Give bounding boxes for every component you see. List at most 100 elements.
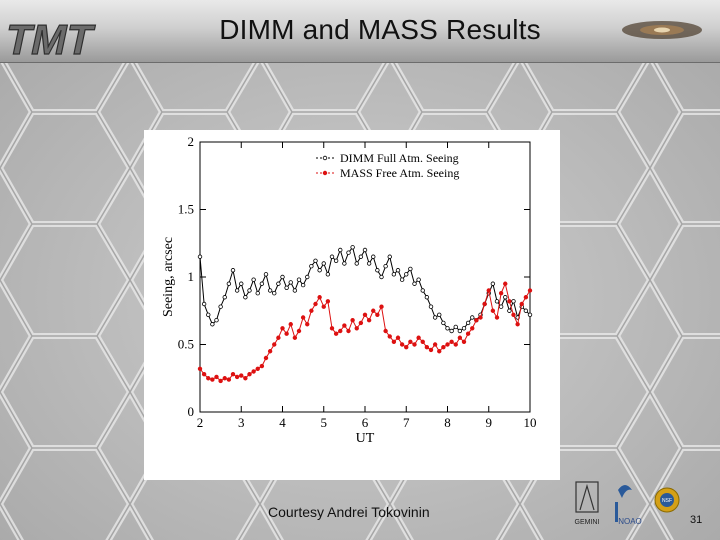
series-0-point-6	[222, 295, 227, 300]
chart-canvas: 2 3 4 5 6 7 8 9 10 0 0.5 1 1.5 2 UT Seeing, arcsec DIMM …	[161, 134, 537, 446]
series-0-point-30	[321, 261, 326, 266]
series-1-point-80	[527, 288, 533, 293]
series-0-point-5	[218, 304, 223, 309]
series-1-point-18	[272, 342, 277, 347]
series-1-point-7	[226, 377, 232, 382]
legend-label-1: MASS Free Atm. Seeing	[340, 166, 459, 180]
series-1-point-21	[284, 331, 289, 336]
series-0-point-48	[395, 268, 401, 273]
series-1-point-65	[465, 331, 471, 336]
series-1-point-1	[201, 371, 207, 377]
series-1-point-20	[280, 326, 285, 331]
y-tick-label-3: 1.5	[178, 202, 194, 217]
series-0-point-4	[214, 317, 219, 323]
series-0-point-28	[313, 258, 318, 263]
x-tick-label-0: 2	[197, 415, 204, 430]
series-1-point-13	[251, 369, 256, 374]
series-0-point-32	[329, 254, 335, 259]
series-1-point-26	[305, 322, 310, 327]
y-tick-label-4: 2	[188, 134, 195, 149]
series-0-point-3	[210, 322, 215, 327]
x-tick-label-7: 9	[486, 415, 493, 430]
series-1-point-32	[329, 326, 335, 331]
legend-marker-1	[322, 170, 328, 176]
series-0-point-40	[362, 247, 368, 253]
series-0-point-75	[507, 308, 512, 313]
series-0-point-66	[470, 315, 475, 320]
series-1-point-71	[490, 308, 496, 313]
series-0-point-62	[453, 324, 458, 330]
series-1-point-45	[383, 328, 388, 334]
series-1-point-79	[523, 295, 529, 300]
series-1-point-25	[300, 315, 306, 320]
series-0-point-34	[338, 247, 343, 253]
y-axis-label: Seeing, arcsec	[161, 237, 176, 317]
series-1-point-73	[498, 290, 504, 296]
series-0-point-14	[255, 290, 260, 296]
series-0-point-54	[420, 288, 425, 293]
nsf-logo: NSF	[654, 487, 680, 513]
series-1-point-8	[230, 371, 236, 377]
series-0-point-59	[441, 320, 446, 326]
series-1-point-46	[387, 334, 392, 339]
series-0-point-36	[346, 250, 351, 255]
series-0-point-16	[263, 272, 269, 277]
series-1-point-64	[461, 339, 467, 344]
series-0-point-80	[527, 312, 533, 317]
series-0-point-60	[445, 326, 450, 331]
x-tick-label-4: 6	[362, 415, 369, 430]
series-1-point-66	[470, 326, 475, 331]
series-0-point-49	[399, 277, 405, 282]
legend-label-0: DIMM Full Atm. Seeing	[340, 151, 459, 165]
series-0-point-17	[267, 288, 273, 293]
series-1-point-50	[404, 344, 409, 350]
series-1-point-78	[519, 301, 524, 307]
series-0-point-22	[288, 280, 293, 285]
y-tick-label-0: 0	[188, 404, 195, 419]
series-0-point-27	[309, 263, 314, 269]
series-0-point-61	[449, 328, 454, 334]
series-0-point-42	[371, 254, 376, 259]
series-0-point-31	[325, 272, 331, 277]
series-1-point-60	[445, 342, 450, 347]
series-0-point-50	[404, 272, 409, 277]
series-1-point-35	[342, 323, 347, 328]
series-1-point-10	[239, 373, 244, 378]
series-1-point-70	[486, 288, 491, 293]
series-0-point-11	[243, 295, 248, 300]
slide-title: DIMM and MASS Results	[219, 14, 541, 45]
series-1-point-27	[309, 308, 314, 313]
series-0-point-51	[408, 266, 413, 272]
series-1-point-53	[416, 335, 421, 340]
series-1-point-16	[263, 355, 269, 361]
series-0-point-21	[284, 285, 289, 290]
y-tick-label-1: 0.5	[178, 337, 194, 352]
series-1-point-52	[412, 342, 417, 347]
series-0-point-33	[333, 258, 339, 263]
series-0-point-2	[206, 312, 211, 317]
series-1-point-15	[259, 363, 265, 369]
gemini-logo-text: GEMINI	[575, 519, 600, 526]
series-1-point-19	[276, 335, 281, 340]
series-1-point-0	[197, 366, 203, 371]
x-tick-label-1: 3	[238, 415, 245, 430]
series-1-point-59	[441, 344, 446, 350]
x-tick-label-6: 8	[444, 415, 451, 430]
series-0-point-38	[354, 261, 359, 266]
series-0-point-73	[498, 304, 504, 309]
seeing-chart: 2 3 4 5 6 7 8 9 10 0 0.5 1 1.5 2 UT Seeing, arcsec DIMM …	[144, 130, 560, 480]
legend-marker-0	[322, 155, 328, 161]
series-1-point-44	[379, 304, 384, 309]
x-tick-label-3: 5	[321, 415, 328, 430]
series-1-point-48	[395, 335, 401, 340]
series-0-point-26	[305, 274, 310, 280]
series-0-point-25	[300, 282, 306, 288]
series-1-point-40	[362, 312, 368, 317]
series-0-point-13	[251, 277, 256, 282]
series-0-point-39	[358, 254, 364, 259]
tmt-logo: TMT	[8, 16, 98, 62]
series-1-point-62	[453, 342, 458, 347]
series-0-point-20	[280, 274, 285, 280]
nsf-logo-text: NSF	[662, 498, 672, 504]
series-1-point-28	[313, 301, 318, 307]
